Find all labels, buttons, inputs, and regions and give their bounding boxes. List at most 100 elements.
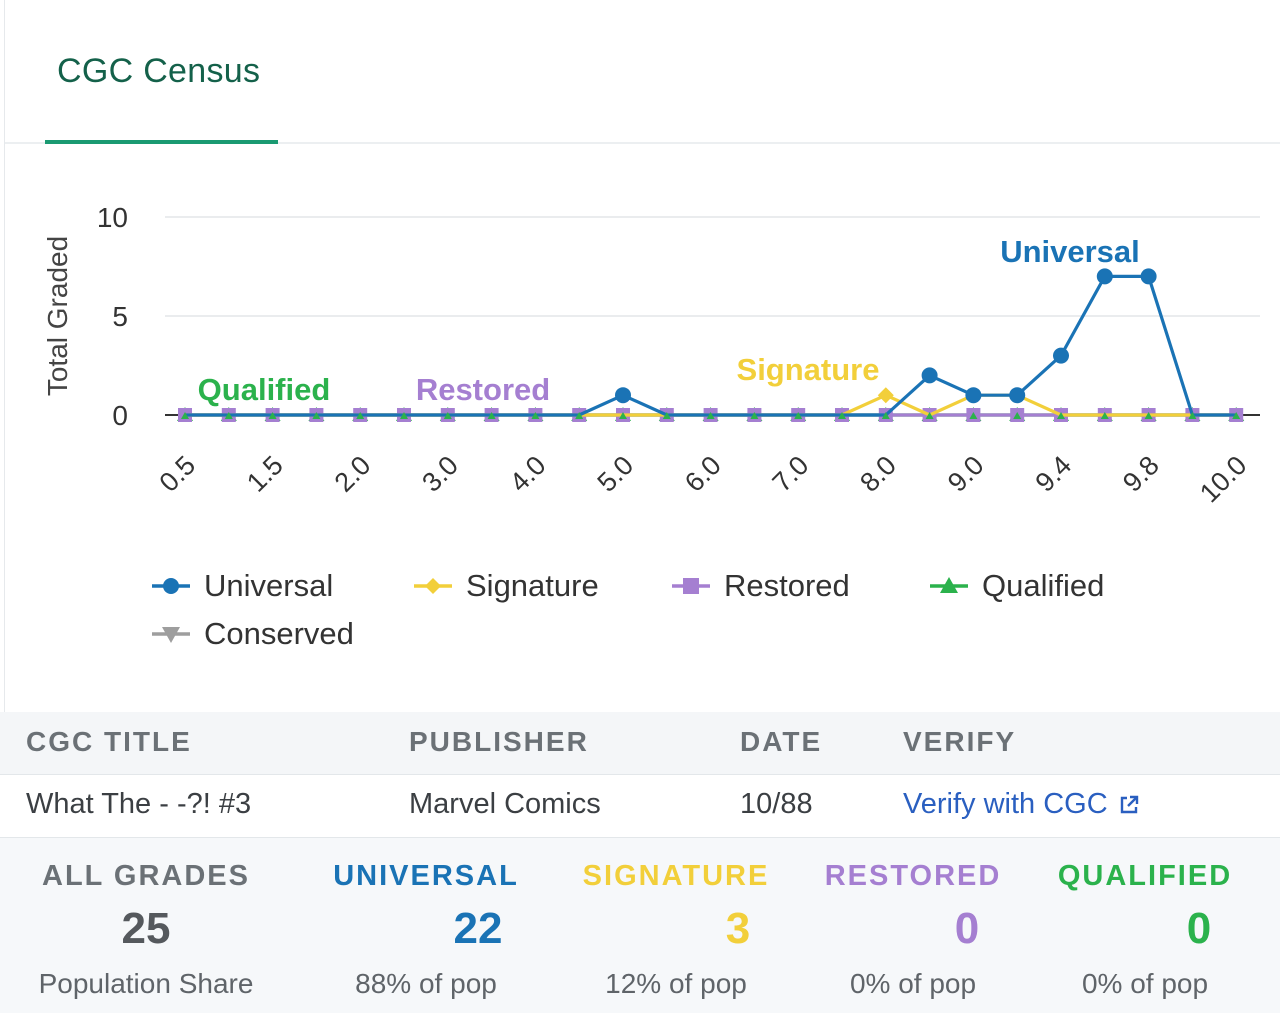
y-tick-label: 10	[97, 202, 128, 233]
stat-label: ALL GRADES	[42, 860, 250, 892]
tab-bar: CGC Census	[5, 0, 1280, 144]
x-tick-label: 3.0	[416, 450, 464, 498]
grade-stats: ALL GRADES 25 Population Share UNIVERSAL…	[0, 838, 1280, 1013]
data-point-signature	[877, 387, 894, 404]
data-point-qualified-inner	[268, 412, 277, 419]
legend-item-qualified[interactable]: Qualified	[928, 568, 1104, 604]
data-point-qualified-inner	[487, 412, 496, 419]
data-point-qualified-inner	[575, 412, 584, 419]
data-point-universal	[965, 387, 982, 404]
data-point-qualified-inner	[400, 412, 408, 419]
x-tick-label: 9.8	[1117, 450, 1165, 498]
y-axis-label: Total Graded	[42, 236, 73, 396]
x-tick-label: 0.5	[153, 450, 201, 498]
series-line-universal	[185, 274, 1237, 417]
series-annotation-qualified: Qualified	[198, 372, 331, 407]
data-point-universal	[1009, 387, 1026, 404]
tab-label: CGC Census	[57, 52, 261, 90]
tab-active-indicator	[45, 140, 278, 144]
legend-swatch-square-icon	[672, 578, 710, 594]
x-tick-label: 4.0	[504, 450, 552, 498]
stat-value: 0	[954, 904, 980, 953]
series-annotation-signature: Signature	[737, 352, 880, 387]
legend-swatch-diamond-icon	[414, 578, 452, 594]
data-point-qualified-inner	[356, 412, 365, 419]
legend-label: Universal	[204, 568, 334, 603]
header-publisher: PUBLISHER	[409, 726, 589, 757]
verify-link-label: Verify with CGC	[903, 788, 1108, 820]
legend-label: Signature	[466, 568, 599, 603]
stat-sub: 88% of pop	[355, 968, 497, 999]
data-point-qualified-inner	[1057, 412, 1065, 419]
series-annotation-restored: Restored	[416, 372, 550, 407]
header-date: DATE	[740, 726, 823, 757]
data-point-qualified-inner	[794, 412, 803, 419]
data-point-qualified-inner	[1144, 412, 1153, 419]
legend-item-conserved[interactable]: Conserved	[150, 616, 354, 652]
data-point-universal	[1096, 268, 1113, 285]
data-point-qualified-inner	[881, 412, 890, 419]
stat-label: UNIVERSAL	[333, 860, 519, 892]
data-point-universal	[921, 367, 938, 384]
data-point-universal	[615, 387, 631, 404]
stat-sub: 0% of pop	[1081, 968, 1209, 999]
data-point-qualified-inner	[1232, 412, 1241, 419]
data-point-qualified-inner	[1188, 412, 1197, 419]
data-point-qualified-inner	[224, 412, 233, 419]
data-point-qualified-inner	[838, 412, 846, 419]
legend-item-restored[interactable]: Restored	[670, 568, 850, 604]
data-point-qualified-inner	[1013, 412, 1022, 419]
stat-value: 25	[121, 904, 171, 953]
data-point-qualified-inner	[181, 412, 189, 419]
stat-sub: Population Share	[38, 968, 254, 999]
x-tick-label: 6.0	[679, 450, 727, 498]
data-point-qualified-inner	[750, 412, 759, 419]
table-header: CGC TITLE PUBLISHER DATE VERIFY	[0, 712, 1280, 775]
x-tick-label: 5.0	[591, 450, 639, 498]
data-point-qualified-inner	[1100, 412, 1109, 419]
cell-title: What The - -?! #3	[26, 788, 252, 820]
data-point-qualified-inner	[969, 412, 978, 419]
stat-label: QUALIFIED	[1057, 860, 1233, 892]
legend-item-signature[interactable]: Signature	[412, 568, 599, 604]
stat-value: 22	[453, 904, 503, 953]
series-annotation-universal: Universal	[1000, 234, 1140, 269]
data-point-qualified-inner	[925, 412, 934, 419]
verify-with-cgc-link[interactable]: Verify with CGC	[903, 788, 1140, 821]
data-point-qualified-inner	[443, 412, 452, 419]
x-tick-label: 10.0	[1194, 450, 1252, 508]
stat-label: SIGNATURE	[582, 860, 770, 892]
data-point-qualified-inner	[662, 412, 671, 419]
legend-swatch-triangle-down-icon	[152, 627, 190, 643]
table-row: What The - -?! #3 Marvel Comics 10/88 Ve…	[0, 775, 1280, 838]
external-link-icon	[1120, 795, 1138, 813]
x-tick-label: 8.0	[854, 450, 902, 498]
x-tick-label: 9.0	[942, 450, 990, 498]
data-point-qualified-inner	[706, 412, 715, 419]
data-point-universal	[1053, 347, 1069, 364]
stat-value: 3	[725, 904, 751, 953]
data-point-qualified-inner	[531, 412, 540, 419]
y-tick-label: 5	[112, 301, 128, 332]
y-tick-label: 0	[112, 400, 128, 431]
legend-label: Qualified	[982, 568, 1105, 603]
legend-label: Conserved	[204, 616, 354, 651]
legend-swatch-triangle-icon	[930, 577, 968, 593]
x-tick-label: 2.0	[329, 450, 377, 498]
data-point-universal	[1140, 268, 1157, 285]
header-cgc-title: CGC TITLE	[26, 726, 192, 757]
x-tick-label: 9.4	[1029, 450, 1077, 498]
census-line-chart: 10 5 0 Total Graded 0.5 1.5 2.0 3.0 4.0 5.0 6.0 7.0…	[42, 202, 1260, 508]
legend-swatch-circle-icon	[152, 578, 190, 594]
stat-sub: 0% of pop	[849, 968, 977, 999]
data-point-qualified-inner	[312, 412, 321, 419]
x-tick-label: 7.0	[767, 450, 815, 498]
data-point-qualified-inner	[619, 412, 627, 419]
tab-cgc-census[interactable]: CGC Census	[45, 0, 278, 144]
legend-item-universal[interactable]: Universal	[150, 568, 333, 604]
cell-publisher: Marvel Comics	[409, 788, 601, 820]
x-tick-label: 1.5	[241, 450, 289, 498]
legend-label: Restored	[724, 568, 850, 603]
stat-label: RESTORED	[824, 860, 1002, 892]
stat-value: 0	[1186, 904, 1212, 953]
